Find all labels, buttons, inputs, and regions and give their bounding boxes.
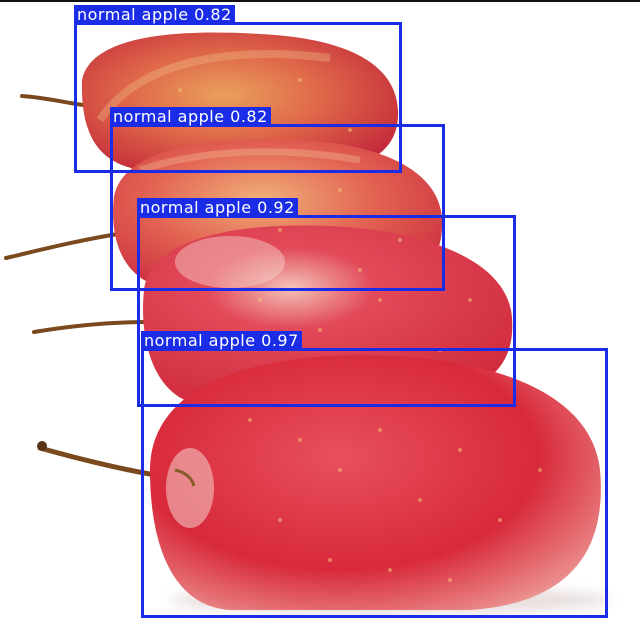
bounding-box-4 (141, 348, 608, 618)
bounding-box-3 (137, 215, 516, 407)
detection-label-4: normal apple 0.97 (141, 331, 302, 350)
apple-1 (20, 32, 399, 172)
bounding-box-2 (110, 124, 445, 291)
detection-label-2: normal apple 0.82 (110, 107, 271, 126)
top-border (0, 0, 640, 2)
detection-label-3: normal apple 0.92 (137, 198, 298, 217)
detection-label-1: normal apple 0.82 (74, 5, 235, 24)
apple-4 (37, 355, 610, 614)
bounding-box-1 (74, 22, 402, 173)
